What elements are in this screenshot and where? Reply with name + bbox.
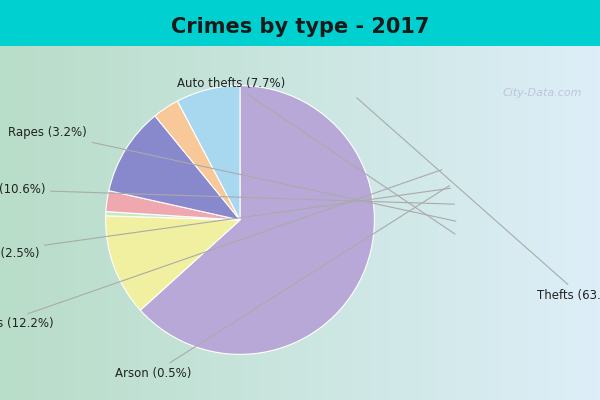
Wedge shape: [106, 191, 240, 220]
Wedge shape: [106, 216, 240, 310]
Text: Thefts (63.3%): Thefts (63.3%): [357, 98, 600, 302]
Wedge shape: [140, 86, 374, 354]
Text: Rapes (3.2%): Rapes (3.2%): [8, 126, 456, 221]
Text: City-Data.com: City-Data.com: [503, 88, 582, 98]
Wedge shape: [106, 212, 240, 220]
Text: Robberies (2.5%): Robberies (2.5%): [0, 188, 451, 260]
Text: Assaults (10.6%): Assaults (10.6%): [0, 183, 455, 204]
Text: Crimes by type - 2017: Crimes by type - 2017: [171, 17, 429, 37]
Wedge shape: [109, 116, 240, 220]
Wedge shape: [155, 101, 240, 220]
Text: Burglaries (12.2%): Burglaries (12.2%): [0, 170, 442, 330]
Text: Auto thefts (7.7%): Auto thefts (7.7%): [177, 77, 455, 234]
Wedge shape: [178, 86, 240, 220]
Text: Arson (0.5%): Arson (0.5%): [115, 186, 449, 380]
